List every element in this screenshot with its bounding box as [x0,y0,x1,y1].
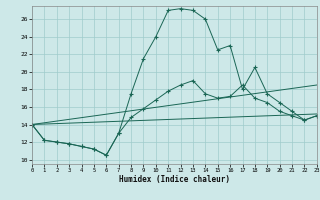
X-axis label: Humidex (Indice chaleur): Humidex (Indice chaleur) [119,175,230,184]
